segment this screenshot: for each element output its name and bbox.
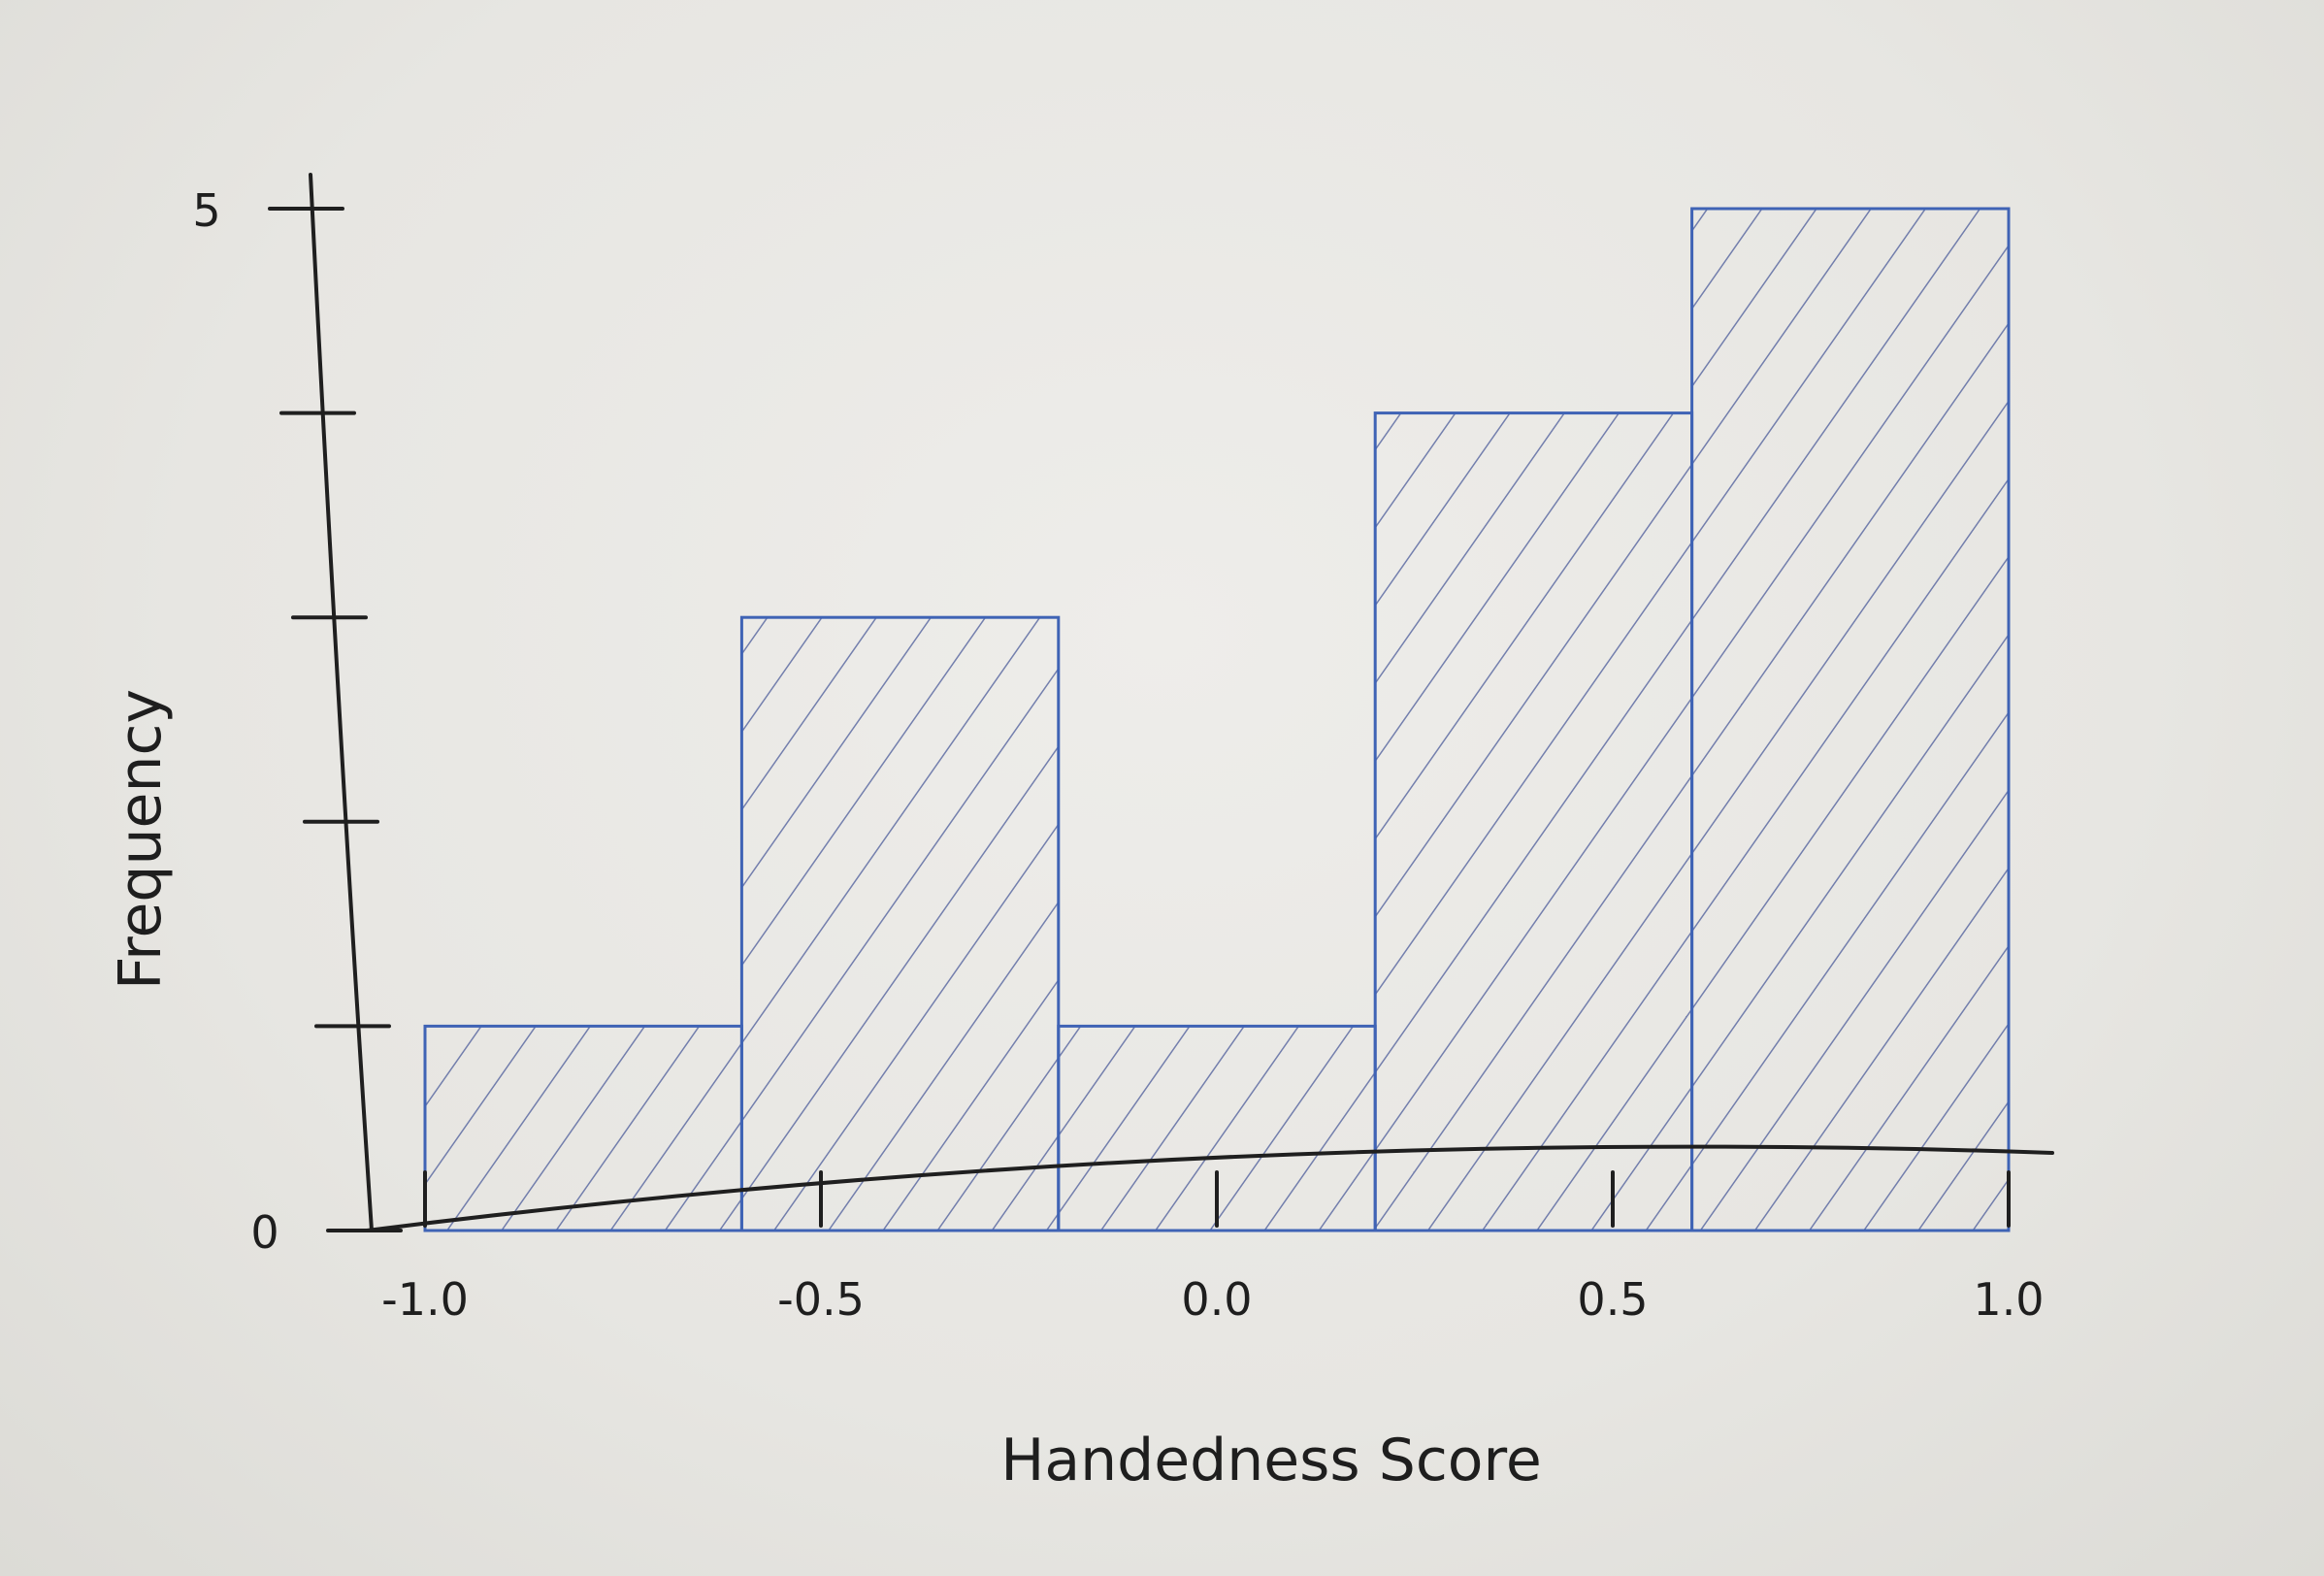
- y-tick-label: 0: [250, 1206, 278, 1259]
- x-tick-label: -1.0: [381, 1273, 469, 1326]
- histogram-bar: [739, 615, 1061, 1232]
- x-axis-line: [365, 1144, 2054, 1232]
- y-axis-title: Frequency: [107, 689, 175, 990]
- bars-layer: [423, 207, 2011, 1232]
- x-tick-label: 0.5: [1577, 1273, 1648, 1326]
- x-tick-label: 1.0: [1973, 1273, 2044, 1326]
- histogram-bar: [1373, 411, 1694, 1232]
- x-axis-title: Handedness Score: [1000, 1427, 1542, 1494]
- x-tick-label: -0.5: [777, 1273, 865, 1326]
- labels-layer: Handedness Score Frequency: [107, 689, 1542, 1494]
- histogram-bar: [423, 1024, 743, 1232]
- axes-layer: 0 5 -1.0 -0.5 0.0 0.5 1.0: [192, 173, 2054, 1326]
- y-axis-line: [309, 173, 374, 1232]
- y-tick-label: 5: [192, 184, 220, 237]
- x-tick-label: 0.0: [1181, 1273, 1252, 1326]
- histogram-bar: [1690, 207, 2011, 1232]
